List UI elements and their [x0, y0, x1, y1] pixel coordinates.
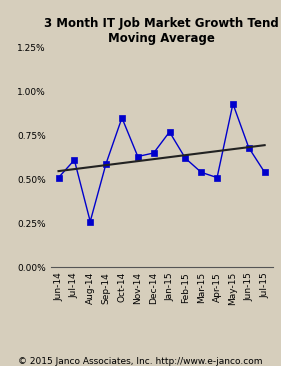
Text: © 2015 Janco Associates, Inc. http://www.e-janco.com: © 2015 Janco Associates, Inc. http://www…: [18, 357, 263, 366]
Title: 3 Month IT Job Market Growth Tend
Moving Average: 3 Month IT Job Market Growth Tend Moving…: [44, 17, 279, 45]
